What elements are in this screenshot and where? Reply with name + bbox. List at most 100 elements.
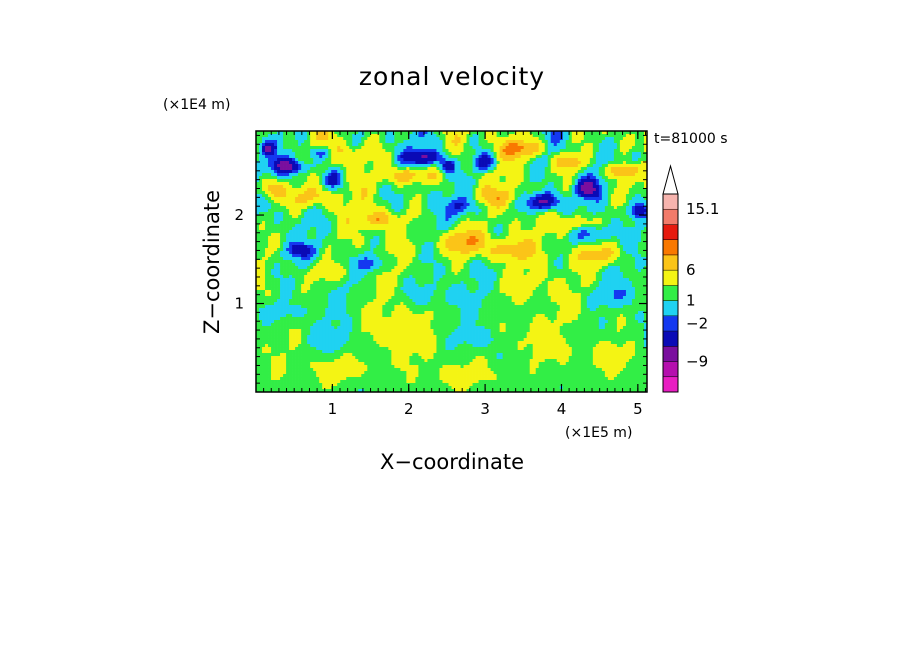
- field-cell: [406, 206, 410, 210]
- field-cell: [262, 137, 266, 141]
- field-cell: [466, 155, 470, 159]
- field-cell: [430, 197, 434, 201]
- field-cell: [388, 188, 392, 192]
- field-cell: [559, 236, 564, 240]
- field-cell: [343, 203, 347, 207]
- field-cell: [337, 245, 341, 249]
- field-cell: [544, 161, 549, 165]
- field-cell: [535, 155, 540, 159]
- field-cell: [589, 152, 594, 156]
- field-cell: [595, 134, 600, 138]
- field-cell: [640, 191, 645, 195]
- field-cell: [583, 224, 588, 228]
- field-cell: [421, 227, 425, 231]
- field-cell: [274, 164, 278, 168]
- field-cell: [544, 170, 549, 174]
- field-cell: [379, 245, 383, 249]
- field-cell: [523, 191, 528, 195]
- field-cell: [514, 230, 519, 234]
- field-cell: [451, 230, 455, 234]
- field-cell: [475, 152, 479, 156]
- field-cell: [376, 245, 380, 249]
- field-cell: [352, 185, 356, 189]
- field-cell: [634, 200, 639, 204]
- field-cell: [517, 143, 522, 147]
- field-cell: [601, 173, 606, 177]
- field-cell: [412, 239, 416, 243]
- field-cell: [283, 179, 287, 183]
- field-cell: [622, 236, 627, 240]
- field-cell: [373, 221, 377, 225]
- field-cell: [355, 149, 359, 153]
- field-cell: [445, 242, 449, 246]
- field-cell: [640, 233, 645, 237]
- field-cell: [268, 179, 272, 183]
- field-cell: [373, 149, 377, 153]
- field-cell: [310, 203, 314, 207]
- field-cell: [364, 221, 368, 225]
- field-cell: [637, 131, 642, 135]
- field-cell: [310, 227, 314, 231]
- field-cell: [457, 155, 461, 159]
- field-cell: [355, 176, 359, 180]
- field-cell: [640, 224, 645, 228]
- field-cell: [508, 179, 513, 183]
- field-cell: [592, 224, 597, 228]
- field-cell: [295, 218, 299, 222]
- field-cell: [331, 209, 335, 213]
- field-cell: [286, 182, 290, 186]
- field-cell: [478, 212, 482, 216]
- field-cell: [568, 146, 573, 150]
- field-cell: [328, 194, 332, 198]
- field-cell: [388, 179, 392, 183]
- field-cell: [472, 143, 476, 147]
- field-cell: [301, 152, 305, 156]
- field-cell: [502, 152, 506, 156]
- field-cell: [466, 200, 470, 204]
- field-cell: [523, 197, 528, 201]
- field-cell: [643, 149, 648, 153]
- field-cell: [532, 206, 537, 210]
- field-cell: [640, 218, 645, 222]
- field-cell: [472, 206, 476, 210]
- field-cell: [316, 167, 320, 171]
- field-cell: [397, 212, 401, 216]
- field-cell: [322, 227, 326, 231]
- field-cell: [631, 200, 636, 204]
- field-cell: [418, 218, 422, 222]
- field-cell: [589, 158, 594, 162]
- field-cell: [517, 191, 522, 195]
- field-cell: [613, 137, 618, 141]
- field-cell: [292, 239, 296, 243]
- field-cell: [361, 137, 365, 141]
- field-cell: [397, 179, 401, 183]
- field-cell: [532, 179, 537, 183]
- field-cell: [367, 185, 371, 189]
- field-cell: [256, 152, 260, 156]
- field-cell: [301, 239, 305, 243]
- field-cell: [349, 185, 353, 189]
- field-cell: [469, 152, 473, 156]
- field-cell: [523, 155, 528, 159]
- field-cell: [274, 134, 278, 138]
- field-cell: [421, 233, 425, 237]
- field-cell: [589, 164, 594, 168]
- field-cell: [367, 203, 371, 207]
- field-cell: [418, 131, 422, 135]
- field-cell: [445, 206, 449, 210]
- field-cell: [595, 239, 600, 243]
- field-cell: [634, 173, 639, 177]
- field-cell: [277, 170, 281, 174]
- field-cell: [523, 176, 528, 180]
- field-cell: [403, 146, 407, 150]
- field-cell: [358, 170, 362, 174]
- field-cell: [619, 227, 624, 231]
- field-cell: [637, 152, 642, 156]
- field-cell: [634, 131, 639, 135]
- field-cell: [346, 224, 350, 228]
- field-cell: [340, 218, 344, 222]
- field-cell: [442, 149, 446, 153]
- field-cell: [622, 242, 627, 246]
- field-cell: [370, 245, 374, 249]
- field-cell: [406, 182, 410, 186]
